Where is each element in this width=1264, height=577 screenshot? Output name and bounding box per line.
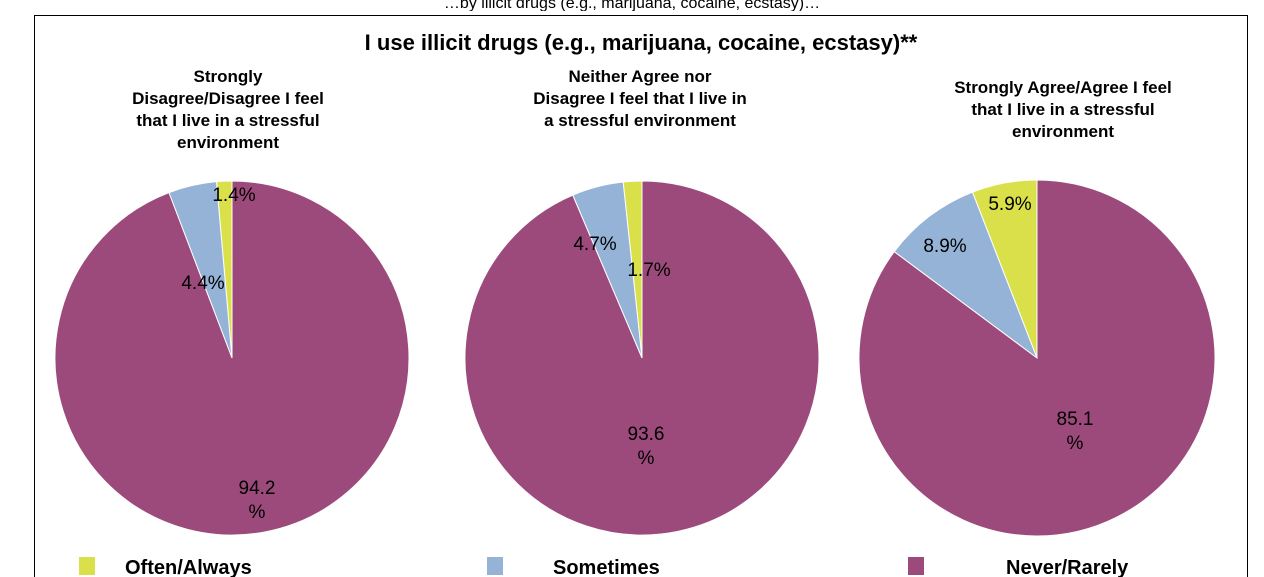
data-label-line: 93.6 — [628, 424, 665, 445]
legend-label: Often/Always — [125, 557, 252, 577]
data-label-line: % — [249, 502, 266, 523]
data-label-line: 8.9% — [923, 236, 966, 257]
pie-title-line: Disagree I feel that I live in — [533, 89, 747, 108]
data-label-line: 5.9% — [988, 194, 1031, 215]
data-label: 94.2% — [239, 478, 276, 523]
pie-slice-never-rarely — [858, 179, 1216, 537]
data-label: 85.1% — [1057, 409, 1094, 454]
data-label: 4.7% — [573, 234, 616, 255]
data-label-line: 1.4% — [212, 185, 255, 206]
pie-title-line: that I live in a stressful — [971, 100, 1154, 119]
data-label-line: 4.4% — [181, 273, 224, 294]
data-label-line: % — [638, 448, 655, 469]
data-label: 8.9% — [923, 236, 966, 257]
pie-title-line: environment — [177, 133, 279, 152]
pie-slice-never-rarely — [464, 180, 820, 536]
pie-3: Strongly Agree/Agree I feel that I live i… — [858, 78, 1216, 537]
pie-1: Strongly Disagree/Disagree I feel that I l… — [54, 67, 410, 536]
chart-title: I use illicit drugs (e.g., marijuana, co… — [365, 30, 918, 55]
pie-title: Neither Agree nor Disagree I feel that I … — [533, 67, 747, 130]
legend-label: Sometimes — [553, 557, 660, 577]
data-label-line: 94.2 — [239, 478, 276, 499]
pie-title-line: a stressful environment — [544, 111, 736, 130]
pie-slice-sometimes — [893, 191, 1039, 360]
data-label: 4.4% — [181, 273, 224, 294]
legend: Often/Always Sometimes Never/Rarely — [79, 557, 1129, 577]
legend-label: Never/Rarely — [1006, 557, 1129, 577]
chart-border — [34, 15, 1248, 577]
data-label: 5.9% — [988, 194, 1031, 215]
cropped-header-line: …by illicit drugs (e.g., marijuana, coca… — [444, 0, 820, 11]
pie-title-line: Disagree/Disagree I feel — [132, 89, 324, 108]
data-label: 93.6% — [628, 424, 665, 469]
pie-title-line: that I live in a stressful — [136, 111, 319, 130]
pie-title-line: Strongly — [194, 67, 263, 86]
data-label-line: 1.7% — [627, 260, 670, 281]
pie-title: Strongly Disagree/Disagree I feel that I l… — [132, 67, 324, 152]
legend-swatch — [79, 557, 95, 575]
data-label: 1.4% — [212, 185, 255, 206]
legend-swatch — [487, 557, 503, 575]
pie-title-line: Strongly Agree/Agree I feel — [954, 78, 1172, 97]
pie-title-line: Neither Agree nor — [569, 67, 712, 86]
pie-title-line: environment — [1012, 122, 1114, 141]
cropped-header-svg: …by illicit drugs (e.g., marijuana, coca… — [444, 0, 820, 11]
data-label-line: % — [1067, 433, 1084, 454]
data-label-line: 85.1 — [1057, 409, 1094, 430]
data-label-line: 4.7% — [573, 234, 616, 255]
pie-slice-never-rarely — [54, 180, 410, 536]
legend-swatch — [908, 557, 924, 575]
pie-2: Neither Agree nor Disagree I feel that I … — [464, 67, 820, 536]
pie-title: Strongly Agree/Agree I feel that I live i… — [954, 78, 1172, 141]
pie-groups: Strongly Disagree/Disagree I feel that I l… — [54, 67, 1216, 537]
data-label: 1.7% — [627, 260, 670, 281]
cropped-header-text: …by illicit drugs (e.g., marijuana, coca… — [0, 0, 1264, 11]
